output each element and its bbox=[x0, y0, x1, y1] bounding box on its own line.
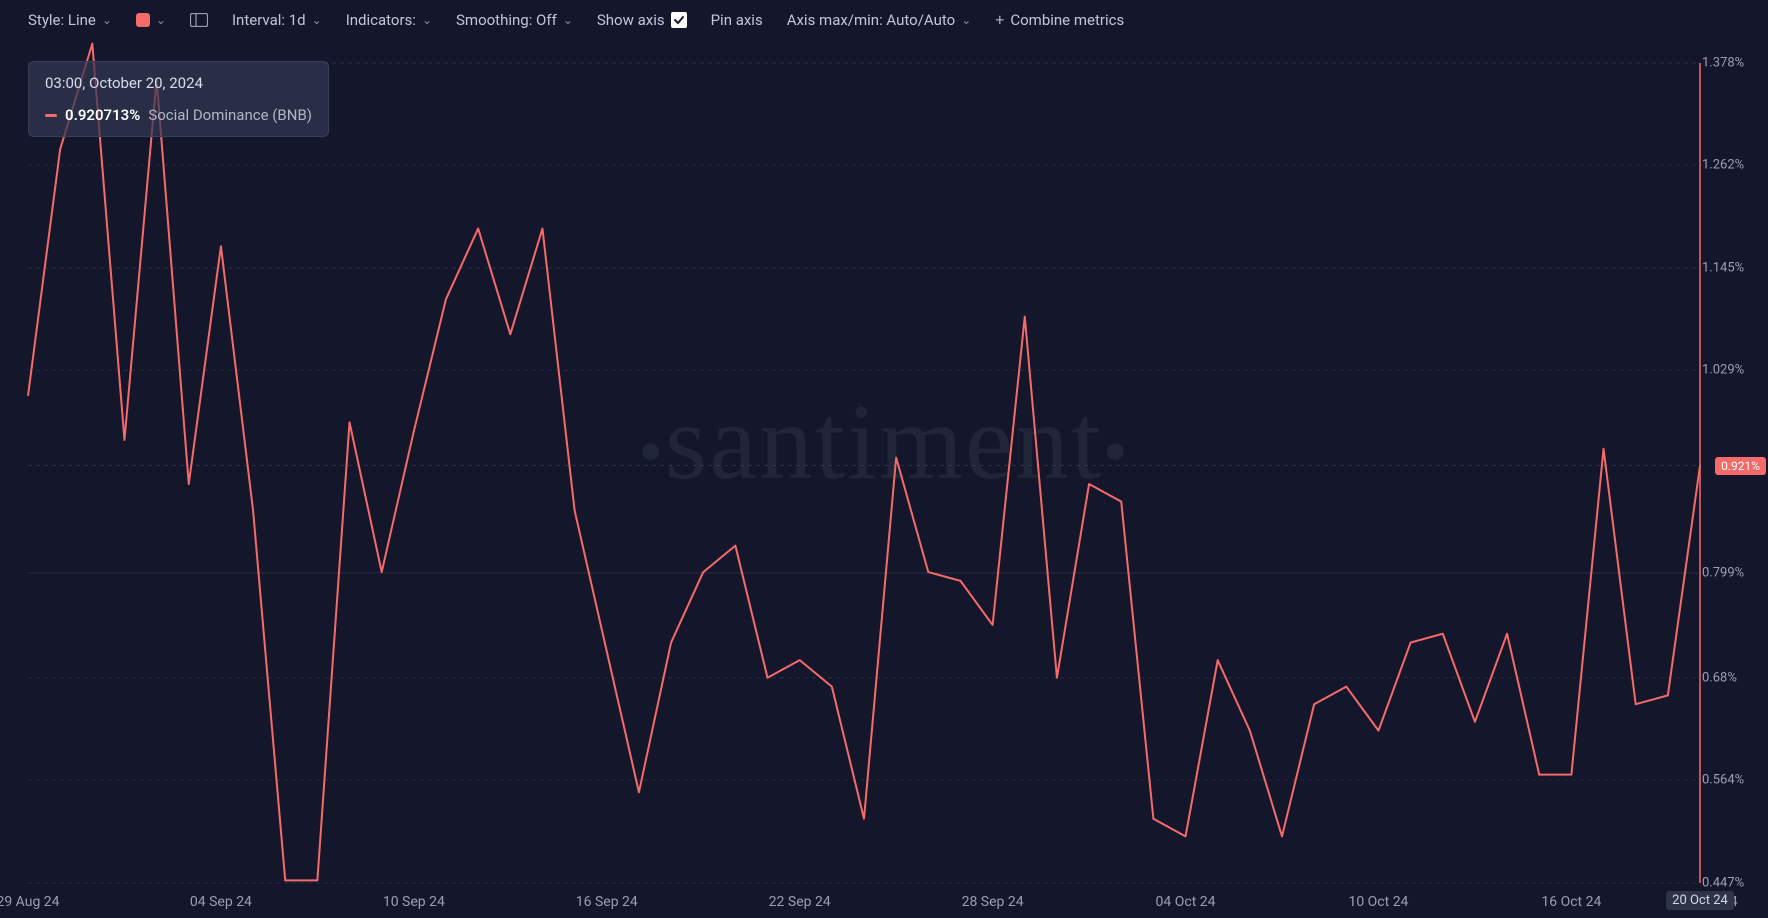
chevron-down-icon: ⌄ bbox=[563, 13, 573, 27]
x-axis-tick-label: 16 Oct 24 bbox=[1541, 894, 1601, 910]
combine-label: Combine metrics bbox=[1010, 11, 1124, 29]
axis-maxmin-dropdown[interactable]: Axis max/min: Auto/Auto ⌄ bbox=[787, 11, 972, 29]
chevron-down-icon: ⌄ bbox=[422, 13, 432, 27]
chevron-down-icon: ⌄ bbox=[312, 13, 322, 27]
chevron-down-icon: ⌄ bbox=[156, 13, 166, 27]
x-axis-tick-label: 29 Aug 24 bbox=[0, 894, 60, 910]
x-axis-tick-label: 22 Sep 24 bbox=[769, 894, 831, 910]
x-axis-tick-label: 10 Sep 24 bbox=[383, 894, 445, 910]
x-axis-tick-label: 04 Sep 24 bbox=[190, 894, 252, 910]
smoothing-label: Smoothing: Off bbox=[456, 11, 557, 29]
style-label: Style: Line bbox=[28, 11, 96, 29]
layout-icon[interactable] bbox=[190, 13, 208, 27]
chevron-down-icon: ⌄ bbox=[961, 13, 971, 27]
indicators-label: Indicators: bbox=[346, 11, 416, 29]
combine-metrics-button[interactable]: + Combine metrics bbox=[995, 10, 1124, 29]
tooltip-series-dash bbox=[45, 114, 57, 117]
pin-axis-toggle[interactable]: Pin axis bbox=[711, 11, 763, 29]
y-axis-tick-label: 1.378% bbox=[1702, 56, 1764, 71]
current-date-badge: 20 Oct 24 bbox=[1666, 891, 1734, 910]
y-axis-tick-label: 1.262% bbox=[1702, 158, 1764, 173]
tooltip-metric: Social Dominance (BNB) bbox=[148, 106, 312, 124]
style-dropdown[interactable]: Style: Line ⌄ bbox=[28, 11, 112, 29]
show-axis-label: Show axis bbox=[597, 11, 665, 29]
show-axis-toggle[interactable]: Show axis bbox=[597, 11, 687, 29]
x-axis-tick-label: 10 Oct 24 bbox=[1348, 894, 1408, 910]
x-axis-tick-label: 28 Sep 24 bbox=[962, 894, 1024, 910]
axis-maxmin-label: Axis max/min: Auto/Auto bbox=[787, 11, 956, 29]
chevron-down-icon: ⌄ bbox=[102, 13, 112, 27]
pin-axis-label: Pin axis bbox=[711, 11, 763, 29]
color-swatch bbox=[136, 13, 150, 27]
y-axis-tick-label: 0.564% bbox=[1702, 772, 1764, 787]
tooltip-date: 03:00, October 20, 2024 bbox=[45, 74, 312, 92]
smoothing-dropdown[interactable]: Smoothing: Off ⌄ bbox=[456, 11, 573, 29]
chart-toolbar: Style: Line ⌄ ⌄ Interval: 1d ⌄ Indicator… bbox=[0, 0, 1768, 39]
tooltip-value: 0.920713% bbox=[65, 106, 140, 124]
plus-icon: + bbox=[995, 10, 1004, 29]
color-dropdown[interactable]: ⌄ bbox=[136, 13, 166, 27]
interval-dropdown[interactable]: Interval: 1d ⌄ bbox=[232, 11, 322, 29]
chart-area[interactable]: •santiment• 1.378%1.262%1.145%1.029%0.79… bbox=[0, 39, 1768, 918]
line-chart-svg bbox=[0, 39, 1768, 918]
y-axis-tick-label: 1.145% bbox=[1702, 261, 1764, 276]
y-axis-tick-label: 0.799% bbox=[1702, 565, 1764, 580]
tooltip: 03:00, October 20, 2024 0.920713% Social… bbox=[28, 61, 329, 137]
x-axis-tick-label: 04 Oct 24 bbox=[1156, 894, 1216, 910]
interval-label: Interval: 1d bbox=[232, 11, 306, 29]
x-axis-tick-label: 16 Sep 24 bbox=[576, 894, 638, 910]
y-axis-tick-label: 1.029% bbox=[1702, 363, 1764, 378]
y-axis-tick-label: 0.447% bbox=[1702, 876, 1764, 891]
indicators-dropdown[interactable]: Indicators: ⌄ bbox=[346, 11, 432, 29]
current-value-badge: 0.921% bbox=[1715, 457, 1766, 475]
y-axis-tick-label: 0.68% bbox=[1702, 670, 1764, 685]
checkbox-checked-icon bbox=[671, 12, 687, 28]
